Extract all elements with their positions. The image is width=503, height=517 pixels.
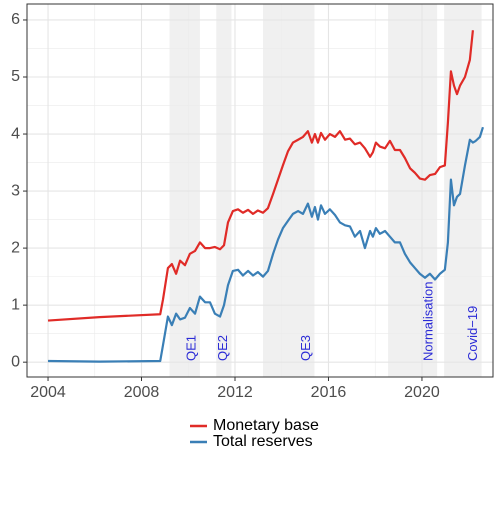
plot-border xyxy=(26,3,494,378)
x-tick-label: 2016 xyxy=(311,384,347,401)
shaded-period xyxy=(216,4,232,377)
y-tick-label: 1 xyxy=(11,296,20,313)
shaded-period xyxy=(388,4,438,377)
period-label: Normalisation xyxy=(421,282,436,361)
x-tick-label: 2012 xyxy=(217,384,253,401)
x-tick-label: 2020 xyxy=(404,384,440,401)
period-label: QE2 xyxy=(215,335,230,361)
series-line xyxy=(47,30,474,322)
period-label: QE3 xyxy=(298,335,313,361)
series-line xyxy=(48,126,484,363)
y-tick-label: 6 xyxy=(11,11,20,28)
y-tick-label: 4 xyxy=(11,125,20,142)
legend-label: Total reserves xyxy=(213,433,313,450)
y-tick-label: 2 xyxy=(11,239,20,256)
y-tick-label: 3 xyxy=(11,182,20,199)
period-label: Covid−19 xyxy=(465,306,480,361)
period-label: QE1 xyxy=(183,335,198,361)
y-tick-label: 0 xyxy=(11,353,20,370)
shaded-period xyxy=(263,4,315,377)
x-tick-label: 2004 xyxy=(30,384,66,401)
y-tick-label: 5 xyxy=(11,68,20,85)
x-tick-label: 2008 xyxy=(124,384,160,401)
legend-label: Monetary base xyxy=(213,417,319,434)
